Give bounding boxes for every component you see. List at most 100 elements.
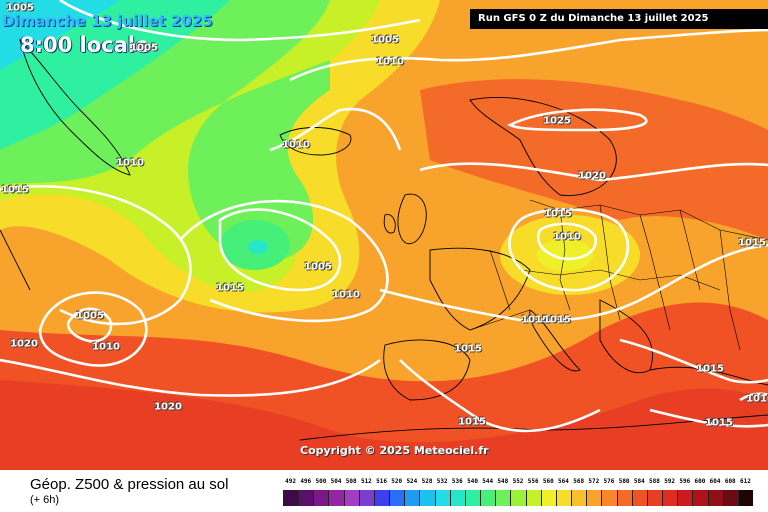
coast-greenland <box>19 38 131 176</box>
coast-canada <box>0 229 31 291</box>
isobar-label: 1015 <box>458 416 486 428</box>
scale-label: 504 <box>330 478 342 485</box>
map-title: Géop. Z500 & pression au sol <box>30 476 229 493</box>
scale-swatch <box>373 490 390 506</box>
isobar-label: 1005 <box>76 310 104 322</box>
isobar-label: 1010 <box>92 341 120 353</box>
scale-swatch <box>464 490 481 506</box>
scale-swatch <box>313 490 329 506</box>
scale-swatch <box>631 490 647 506</box>
scale-swatch <box>298 490 314 506</box>
geopotential-map <box>0 0 768 470</box>
scale-label: 564 <box>558 478 569 485</box>
isobar-label: 1005 <box>6 2 34 14</box>
scale-swatch <box>419 490 435 506</box>
scale-swatch <box>510 490 526 506</box>
scale-swatch <box>404 490 420 506</box>
isobar-label: 1005 <box>304 261 332 273</box>
isobar-label: 1010 <box>376 56 404 68</box>
forecast-offset: (+ 6h) <box>30 494 60 506</box>
isobar-label: 1005 <box>130 42 158 54</box>
scale-swatch <box>555 490 572 506</box>
isobar-1015-med <box>399 359 601 433</box>
scale-label: 560 <box>542 478 554 485</box>
isobar-1010-north <box>289 28 768 82</box>
isobar-1005-small <box>66 307 113 343</box>
isobar-label: 1010 <box>116 157 144 169</box>
scale-swatch <box>646 490 663 506</box>
scale-label: 544 <box>482 478 494 485</box>
isobar-1025 <box>507 108 648 132</box>
scale-swatch <box>692 490 708 506</box>
chart-time: 8:00 locale <box>20 33 150 57</box>
scale-label: 596 <box>679 478 691 485</box>
scale-label: 536 <box>451 478 463 485</box>
isobar-1015-west <box>0 185 192 326</box>
scale-label: 612 <box>739 478 751 485</box>
isobar-1005-north <box>59 0 421 42</box>
scale-label: 572 <box>588 478 600 485</box>
field-warm-north <box>420 79 768 240</box>
scale-swatch <box>662 490 678 506</box>
scale-label: 520 <box>391 478 403 485</box>
isobar-label: 1015 <box>738 237 766 249</box>
isobar-1010-low <box>179 199 389 323</box>
coast-britain <box>397 193 427 245</box>
scale-swatch <box>358 490 374 506</box>
scale-label: 580 <box>618 478 630 485</box>
isobar-1015-central <box>508 208 630 292</box>
isobar-label: 1010 <box>282 139 310 151</box>
scale-swatch <box>540 490 556 506</box>
isobar-label: 1015 <box>216 282 244 294</box>
isobar-label: 1010 <box>553 231 581 243</box>
field-low-center <box>248 240 268 254</box>
scale-swatch <box>586 490 602 506</box>
scale-swatch <box>525 490 541 506</box>
isobar-1005-low <box>218 208 342 292</box>
copyright-notice: Copyright © 2025 Meteociel.fr <box>300 444 489 457</box>
run-info-banner: Run GFS 0 Z du Dimanche 13 juillet 2025 <box>470 9 768 29</box>
field-hot-south <box>0 380 768 470</box>
scale-swatch <box>571 490 587 506</box>
isobar-label: 1015 <box>543 314 571 326</box>
isobars <box>0 0 768 433</box>
coast-scandinavia <box>469 96 617 196</box>
isobar-1010-east <box>649 408 768 428</box>
scale-label: 592 <box>664 478 676 485</box>
scale-label: 552 <box>512 478 524 485</box>
isobar-1015-east <box>619 338 768 384</box>
scale-swatch <box>434 490 450 506</box>
scale-label: 524 <box>406 478 418 485</box>
scale-swatch <box>677 490 693 506</box>
isobar-1010-small <box>38 291 148 367</box>
isobar-1015-alps <box>379 243 768 322</box>
scale-label: 588 <box>649 478 660 485</box>
isobar-label: 1015 <box>521 314 549 326</box>
scale-label: 516 <box>376 478 387 485</box>
scale-swatch <box>343 490 359 506</box>
field-coldest <box>0 0 120 70</box>
scale-swatch <box>480 490 496 506</box>
coast-italy <box>529 309 581 372</box>
isobar-label: 1015 <box>705 417 733 429</box>
isobar-label: 1015 <box>1 184 29 196</box>
scale-swatch <box>495 490 511 506</box>
scale-label: 492 <box>285 478 296 485</box>
field-ridge-core <box>537 239 593 271</box>
isobar-label: 1010 <box>332 289 360 301</box>
isobar-1010-iceland <box>269 107 402 152</box>
scale-swatch <box>616 490 632 506</box>
scale-label: 528 <box>421 478 433 485</box>
isobar-1020-south <box>0 358 381 397</box>
scale-swatch <box>737 490 753 506</box>
scale-label: 576 <box>603 478 615 485</box>
scale-swatch <box>283 490 299 506</box>
isobar-label: 1005 <box>371 34 399 46</box>
color-scale-legend: 492 496 500 504 508 512 516 520 524 528 532 536 540 5… <box>283 478 753 510</box>
isobar-label: 1010 <box>746 393 768 405</box>
isobar-label: 1015 <box>696 363 724 375</box>
isobar-label: 1020 <box>154 401 182 413</box>
scale-label: 600 <box>694 478 706 485</box>
coast-iberia <box>383 339 471 401</box>
scale-label: 548 <box>497 478 509 485</box>
